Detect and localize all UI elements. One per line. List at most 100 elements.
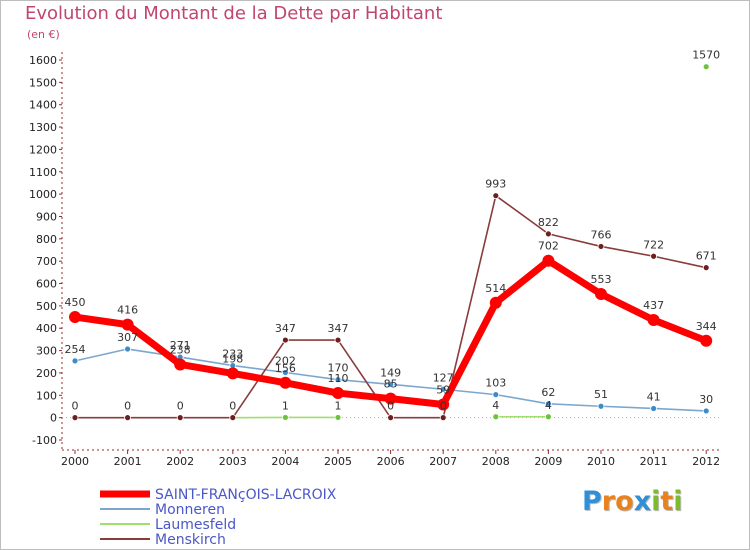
y-tick-label: 800 — [36, 233, 57, 246]
data-point — [647, 313, 660, 326]
data-label: 127 — [433, 371, 454, 384]
logo-letter: i — [651, 486, 661, 517]
data-label: 41 — [647, 390, 661, 403]
data-label: 416 — [117, 304, 138, 317]
y-tick-label: -100 — [32, 434, 57, 447]
data-label: 254 — [65, 343, 86, 356]
data-point — [332, 387, 344, 400]
data-point — [545, 230, 552, 238]
data-point — [439, 414, 447, 422]
data-label: 0 — [72, 400, 79, 413]
data-point — [595, 288, 607, 301]
data-label: 156 — [275, 362, 296, 375]
data-point — [71, 414, 79, 422]
y-tick-label: 500 — [36, 300, 57, 313]
x-tick-label: 2006 — [377, 455, 405, 468]
data-point — [124, 414, 131, 422]
x-tick-label: 2011 — [640, 455, 668, 468]
data-label: 0 — [177, 400, 184, 413]
data-point — [69, 311, 81, 324]
x-tick-label: 2002 — [166, 455, 194, 468]
data-point — [387, 380, 395, 388]
data-point — [384, 392, 397, 405]
y-tick-label: 1600 — [29, 54, 57, 67]
data-point — [71, 357, 79, 365]
data-label: 170 — [328, 362, 349, 375]
data-label: 233 — [222, 348, 243, 361]
data-point — [545, 413, 552, 421]
data-label: 437 — [643, 299, 664, 312]
legend-label: Menskirch — [155, 532, 226, 548]
x-tick-label: 2009 — [534, 455, 562, 468]
data-label: 0 — [229, 400, 236, 413]
y-tick-label: 300 — [36, 345, 57, 358]
y-tick-label: 0 — [50, 412, 57, 425]
data-label: 822 — [538, 216, 559, 229]
data-point — [597, 243, 605, 250]
data-point — [650, 405, 657, 412]
data-label: 307 — [117, 331, 138, 344]
data-point — [702, 264, 710, 272]
data-point — [492, 413, 500, 421]
data-label: 722 — [643, 238, 664, 251]
data-label: 4 — [492, 399, 499, 412]
y-tick-label: 100 — [36, 389, 57, 402]
x-tick-label: 2004 — [271, 455, 299, 468]
data-point — [174, 358, 187, 371]
data-point — [281, 336, 289, 344]
unit-label: (en €) — [27, 28, 60, 41]
y-tick-label: 1300 — [29, 121, 57, 134]
data-label: 344 — [696, 320, 717, 333]
data-label: 450 — [65, 296, 86, 309]
data-point — [492, 391, 500, 399]
y-tick-label: 400 — [36, 322, 57, 335]
y-tick-label: 600 — [36, 278, 57, 291]
data-label: 702 — [538, 240, 559, 253]
proxiti-logo: Proxiti — [582, 486, 683, 517]
data-point — [279, 376, 292, 389]
data-label: 271 — [170, 339, 191, 352]
y-tick-label: 1000 — [29, 188, 57, 201]
data-point — [281, 414, 289, 421]
y-tick-label: 200 — [36, 367, 57, 380]
logo-letter: o — [615, 486, 634, 517]
legend-label: SAINT-FRANçOIS-LACROIX — [155, 487, 337, 503]
data-label: 671 — [696, 250, 717, 263]
data-point — [281, 369, 289, 376]
data-label: 51 — [594, 388, 608, 401]
axes: -100010020030040050060070080090010001100… — [29, 52, 720, 468]
x-tick-label: 2010 — [587, 455, 615, 468]
data-label: 59 — [436, 383, 450, 396]
y-tick-label: 1400 — [29, 99, 57, 112]
data-label: 766 — [591, 228, 612, 241]
data-point — [702, 63, 710, 71]
x-tick-label: 2008 — [482, 455, 510, 468]
data-label: 347 — [328, 322, 349, 335]
legend-label: Monneren — [155, 502, 225, 518]
data-point — [226, 367, 239, 380]
logo-letter: r — [601, 486, 616, 517]
x-tick-label: 2001 — [114, 455, 142, 468]
data-point — [334, 414, 342, 421]
data-point — [597, 402, 605, 410]
logo-letter: t — [660, 486, 674, 517]
data-label: 1 — [282, 399, 289, 412]
data-label: 30 — [699, 393, 713, 406]
data-label: 1570 — [692, 49, 720, 62]
chart-title: Evolution du Montant de la Dette par Hab… — [25, 3, 443, 24]
legend: SAINT-FRANçOIS-LACROIXMonnerenLaumesfeld… — [100, 487, 337, 548]
y-tick-label: 900 — [36, 210, 57, 223]
y-tick-label: 700 — [36, 255, 57, 268]
data-point — [121, 318, 134, 331]
data-label: 202 — [275, 354, 296, 367]
data-label: 553 — [591, 273, 612, 286]
data-point — [176, 414, 184, 422]
data-label: 1 — [335, 399, 342, 412]
data-point — [437, 398, 450, 411]
data-label: 4 — [545, 399, 552, 412]
data-label: 85 — [384, 378, 398, 391]
data-point — [124, 345, 131, 353]
data-label: 149 — [380, 366, 401, 379]
